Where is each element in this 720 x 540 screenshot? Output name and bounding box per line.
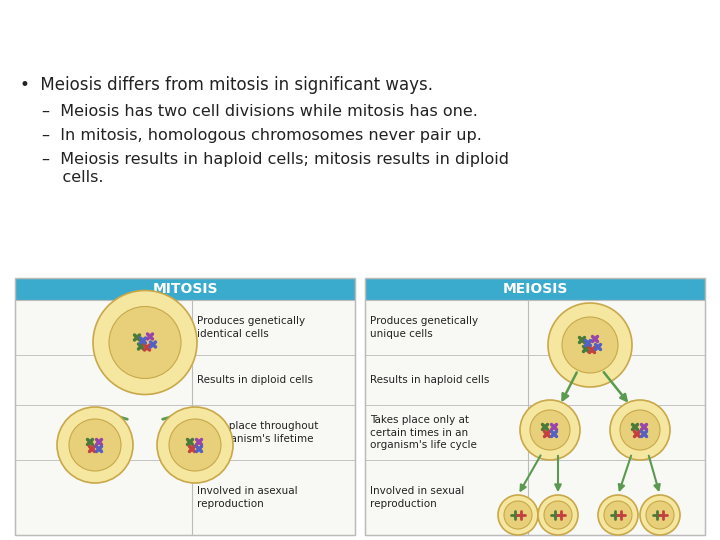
Text: –  Meiosis has two cell divisions while mitosis has one.: – Meiosis has two cell divisions while m…	[42, 104, 478, 119]
Circle shape	[640, 495, 680, 535]
Text: Takes place throughout
an organism's lifetime: Takes place throughout an organism's lif…	[197, 421, 318, 444]
Bar	[365, 278, 705, 300]
Text: Involved in sexual
reproduction: Involved in sexual reproduction	[370, 487, 464, 509]
Text: Involved in asexual
reproduction: Involved in asexual reproduction	[197, 487, 297, 509]
Bar	[15, 278, 355, 535]
Circle shape	[530, 410, 570, 450]
Circle shape	[504, 501, 532, 529]
Text: MEIOSIS: MEIOSIS	[503, 282, 567, 296]
Circle shape	[610, 400, 670, 460]
Circle shape	[93, 291, 197, 395]
Text: Produces genetically
identical cells: Produces genetically identical cells	[197, 316, 305, 339]
Text: •  Meiosis differs from mitosis in significant ways.: • Meiosis differs from mitosis in signif…	[20, 76, 433, 94]
Circle shape	[604, 501, 632, 529]
Bar	[15, 278, 355, 300]
Bar	[15, 300, 355, 535]
Circle shape	[520, 400, 580, 460]
Text: 6.1 Chromosomes and Meiosis: 6.1 Chromosomes and Meiosis	[13, 22, 441, 46]
Circle shape	[538, 495, 578, 535]
Circle shape	[598, 495, 638, 535]
Text: –  Meiosis results in haploid cells; mitosis results in diploid
    cells.: – Meiosis results in haploid cells; mito…	[42, 152, 509, 185]
Circle shape	[544, 501, 572, 529]
Text: –  In mitosis, homologous chromosomes never pair up.: – In mitosis, homologous chromosomes nev…	[42, 128, 482, 143]
Bar	[365, 278, 705, 535]
Circle shape	[562, 317, 618, 373]
Bar	[365, 300, 705, 535]
Circle shape	[548, 303, 632, 387]
Text: Results in diploid cells: Results in diploid cells	[197, 375, 312, 385]
Circle shape	[169, 419, 221, 471]
Circle shape	[57, 407, 133, 483]
Circle shape	[157, 407, 233, 483]
Text: Results in haploid cells: Results in haploid cells	[370, 375, 490, 385]
Circle shape	[646, 501, 674, 529]
Circle shape	[620, 410, 660, 450]
Text: Produces genetically
unique cells: Produces genetically unique cells	[370, 316, 478, 339]
Circle shape	[69, 419, 121, 471]
Circle shape	[109, 307, 181, 379]
Text: MITOSIS: MITOSIS	[152, 282, 217, 296]
Text: Takes place only at
certain times in an
organism's life cycle: Takes place only at certain times in an …	[370, 415, 477, 450]
Circle shape	[498, 495, 538, 535]
